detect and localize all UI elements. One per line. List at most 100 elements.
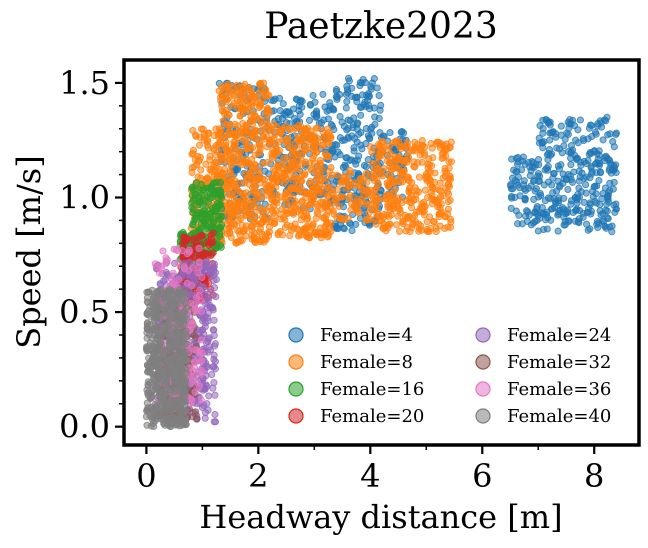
data-point: [172, 301, 180, 309]
data-point: [403, 139, 411, 147]
data-point: [580, 174, 588, 182]
data-point: [604, 155, 613, 164]
data-point: [591, 182, 599, 190]
data-point: [185, 246, 193, 254]
data-point: [343, 98, 351, 106]
data-point: [323, 221, 331, 229]
data-point: [312, 113, 320, 121]
data-point: [558, 149, 566, 157]
data-point: [591, 160, 600, 168]
data-point: [514, 220, 522, 228]
data-point: [411, 138, 419, 146]
data-point: [175, 422, 183, 430]
data-point: [289, 209, 298, 217]
data-point: [316, 159, 324, 167]
data-point: [217, 83, 225, 91]
data-point: [160, 360, 168, 368]
data-point: [182, 369, 190, 377]
data-point: [382, 227, 390, 235]
data-point: [415, 220, 423, 228]
data-point: [195, 244, 203, 252]
data-point: [405, 195, 413, 203]
data-point: [196, 153, 204, 161]
data-point: [597, 123, 606, 131]
data-point: [213, 200, 221, 208]
legend-marker: [288, 354, 304, 370]
data-point: [290, 173, 298, 181]
data-point: [143, 361, 151, 369]
data-point: [408, 204, 416, 212]
data-point: [340, 122, 348, 130]
data-point: [238, 236, 246, 244]
data-point: [385, 172, 393, 180]
data-point: [284, 134, 292, 143]
data-point: [343, 86, 352, 94]
data-point: [257, 79, 265, 87]
data-point: [287, 165, 296, 174]
legend-item: Female=20: [288, 406, 424, 427]
legend-item: Female=32: [475, 352, 611, 373]
data-point: [143, 298, 151, 306]
data-point: [230, 138, 238, 146]
data-point: [431, 169, 439, 177]
data-point: [609, 138, 617, 146]
data-point: [341, 161, 349, 169]
data-point: [230, 99, 238, 107]
data-point: [218, 102, 226, 110]
data-point: [314, 210, 322, 218]
data-point: [309, 192, 317, 200]
data-point: [168, 275, 176, 283]
data-point: [241, 225, 249, 233]
legend-label: Female=32: [507, 352, 611, 373]
data-point: [154, 336, 162, 344]
data-point: [256, 204, 264, 212]
data-point: [195, 263, 203, 271]
data-point: [317, 119, 325, 127]
data-point: [609, 185, 617, 193]
data-point: [418, 158, 426, 166]
data-point: [230, 159, 238, 167]
data-point: [612, 130, 620, 139]
data-point: [592, 199, 600, 207]
data-point: [591, 128, 599, 136]
data-point: [423, 227, 431, 235]
data-point: [572, 136, 580, 144]
data-point: [305, 116, 314, 124]
data-point: [385, 220, 393, 228]
data-point: [324, 233, 332, 241]
data-point: [373, 84, 381, 92]
data-point: [358, 145, 366, 153]
data-point: [298, 185, 306, 193]
data-point: [313, 171, 321, 179]
data-point: [326, 132, 334, 140]
data-point: [436, 143, 444, 152]
data-point: [214, 186, 222, 194]
data-point: [353, 93, 361, 101]
data-point: [209, 179, 217, 187]
data-point: [297, 177, 305, 185]
data-point: [411, 163, 419, 171]
legend-label: Female=24: [507, 325, 611, 346]
data-point: [278, 114, 286, 122]
data-point: [291, 197, 299, 205]
data-point: [371, 172, 379, 180]
x-axis-label-unit: [m]: [507, 498, 562, 536]
data-point: [178, 358, 186, 366]
data-point: [309, 91, 317, 100]
data-point: [202, 249, 210, 257]
data-point: [549, 189, 557, 197]
data-point: [301, 141, 309, 149]
data-point: [278, 136, 286, 144]
data-point: [332, 87, 341, 95]
data-point: [561, 221, 569, 229]
data-point: [238, 161, 246, 169]
data-point: [446, 143, 454, 151]
data-point: [205, 129, 213, 137]
data-point: [227, 152, 235, 160]
data-point: [264, 158, 272, 166]
data-point: [527, 182, 535, 190]
data-point: [252, 175, 260, 183]
data-point: [190, 163, 198, 171]
data-point: [333, 141, 341, 149]
y-axis-label-unit: [m/s]: [10, 155, 48, 238]
